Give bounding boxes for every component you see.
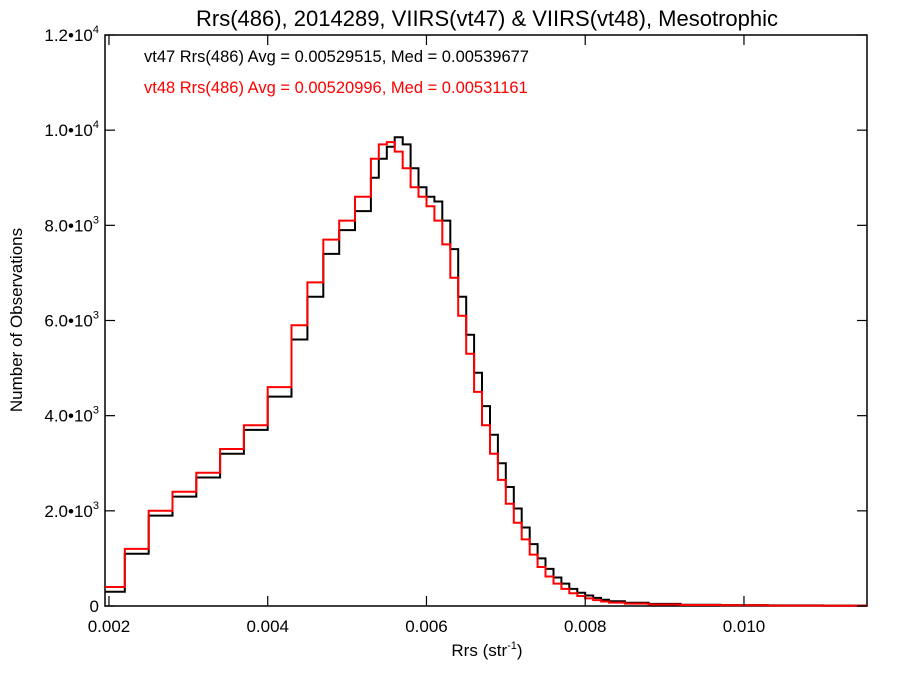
tick-layer: 0.002 0.004 0.006 0.008 0.01002.0•1034.0•103…: [44, 24, 867, 636]
x-axis-label-main: Rrs (str: [451, 641, 507, 660]
y-tick-mantissa: 2.0•10: [44, 502, 93, 521]
series-line-0: [105, 136, 868, 607]
y-tick-mantissa: 6.0•10: [44, 312, 93, 331]
y-tick-label: 1.2•104: [44, 24, 99, 45]
chart-title: Rrs(486), 2014289, VIIRS(vt47) & VIIRS(v…: [196, 6, 778, 31]
x-tick-label: 0.002: [88, 617, 131, 636]
y-tick-mantissa: 0: [90, 597, 99, 616]
y-tick-exponent: 3: [93, 310, 99, 322]
plot-frame: [104, 34, 868, 607]
y-tick-label: 2.0•103: [44, 500, 99, 521]
y-tick-exponent: 3: [93, 500, 99, 512]
y-tick-mantissa: 1.0•10: [44, 121, 93, 140]
series-layer: [105, 136, 868, 607]
y-tick-exponent: 3: [93, 214, 99, 226]
y-tick-label: 8.0•103: [44, 214, 99, 235]
annotation-vt48: vt48 Rrs(486) Avg = 0.00520996, Med = 0.…: [144, 79, 528, 97]
y-tick-label: 4.0•103: [44, 405, 99, 426]
y-tick-mantissa: 8.0•10: [44, 216, 93, 235]
x-axis-label-sup: -1: [507, 640, 517, 652]
x-tick-label: 0.008: [564, 617, 607, 636]
y-tick-label: 0: [90, 597, 99, 616]
y-tick-label: 1.0•104: [44, 119, 99, 140]
series-line-1: [105, 141, 868, 607]
y-tick-exponent: 3: [93, 405, 99, 417]
x-tick-label: 0.006: [405, 617, 448, 636]
annotation-vt47: vt47 Rrs(486) Avg = 0.00529515, Med = 0.…: [144, 48, 529, 66]
y-axis-label: Number of Observations: [7, 228, 26, 412]
y-tick-mantissa: 1.2•10: [44, 26, 93, 45]
plot-area: 0.002 0.004 0.006 0.008 0.01002.0•1034.0•103…: [44, 24, 868, 636]
x-tick-label: 0.004: [246, 617, 289, 636]
x-axis-label: Rrs (str-1): [451, 640, 522, 660]
y-tick-exponent: 4: [93, 119, 99, 131]
y-tick-mantissa: 4.0•10: [44, 407, 93, 426]
y-tick-label: 6.0•103: [44, 310, 99, 331]
x-axis-label-end: ): [517, 641, 523, 660]
x-tick-label: 0.010: [723, 617, 766, 636]
y-tick-exponent: 4: [93, 24, 99, 36]
